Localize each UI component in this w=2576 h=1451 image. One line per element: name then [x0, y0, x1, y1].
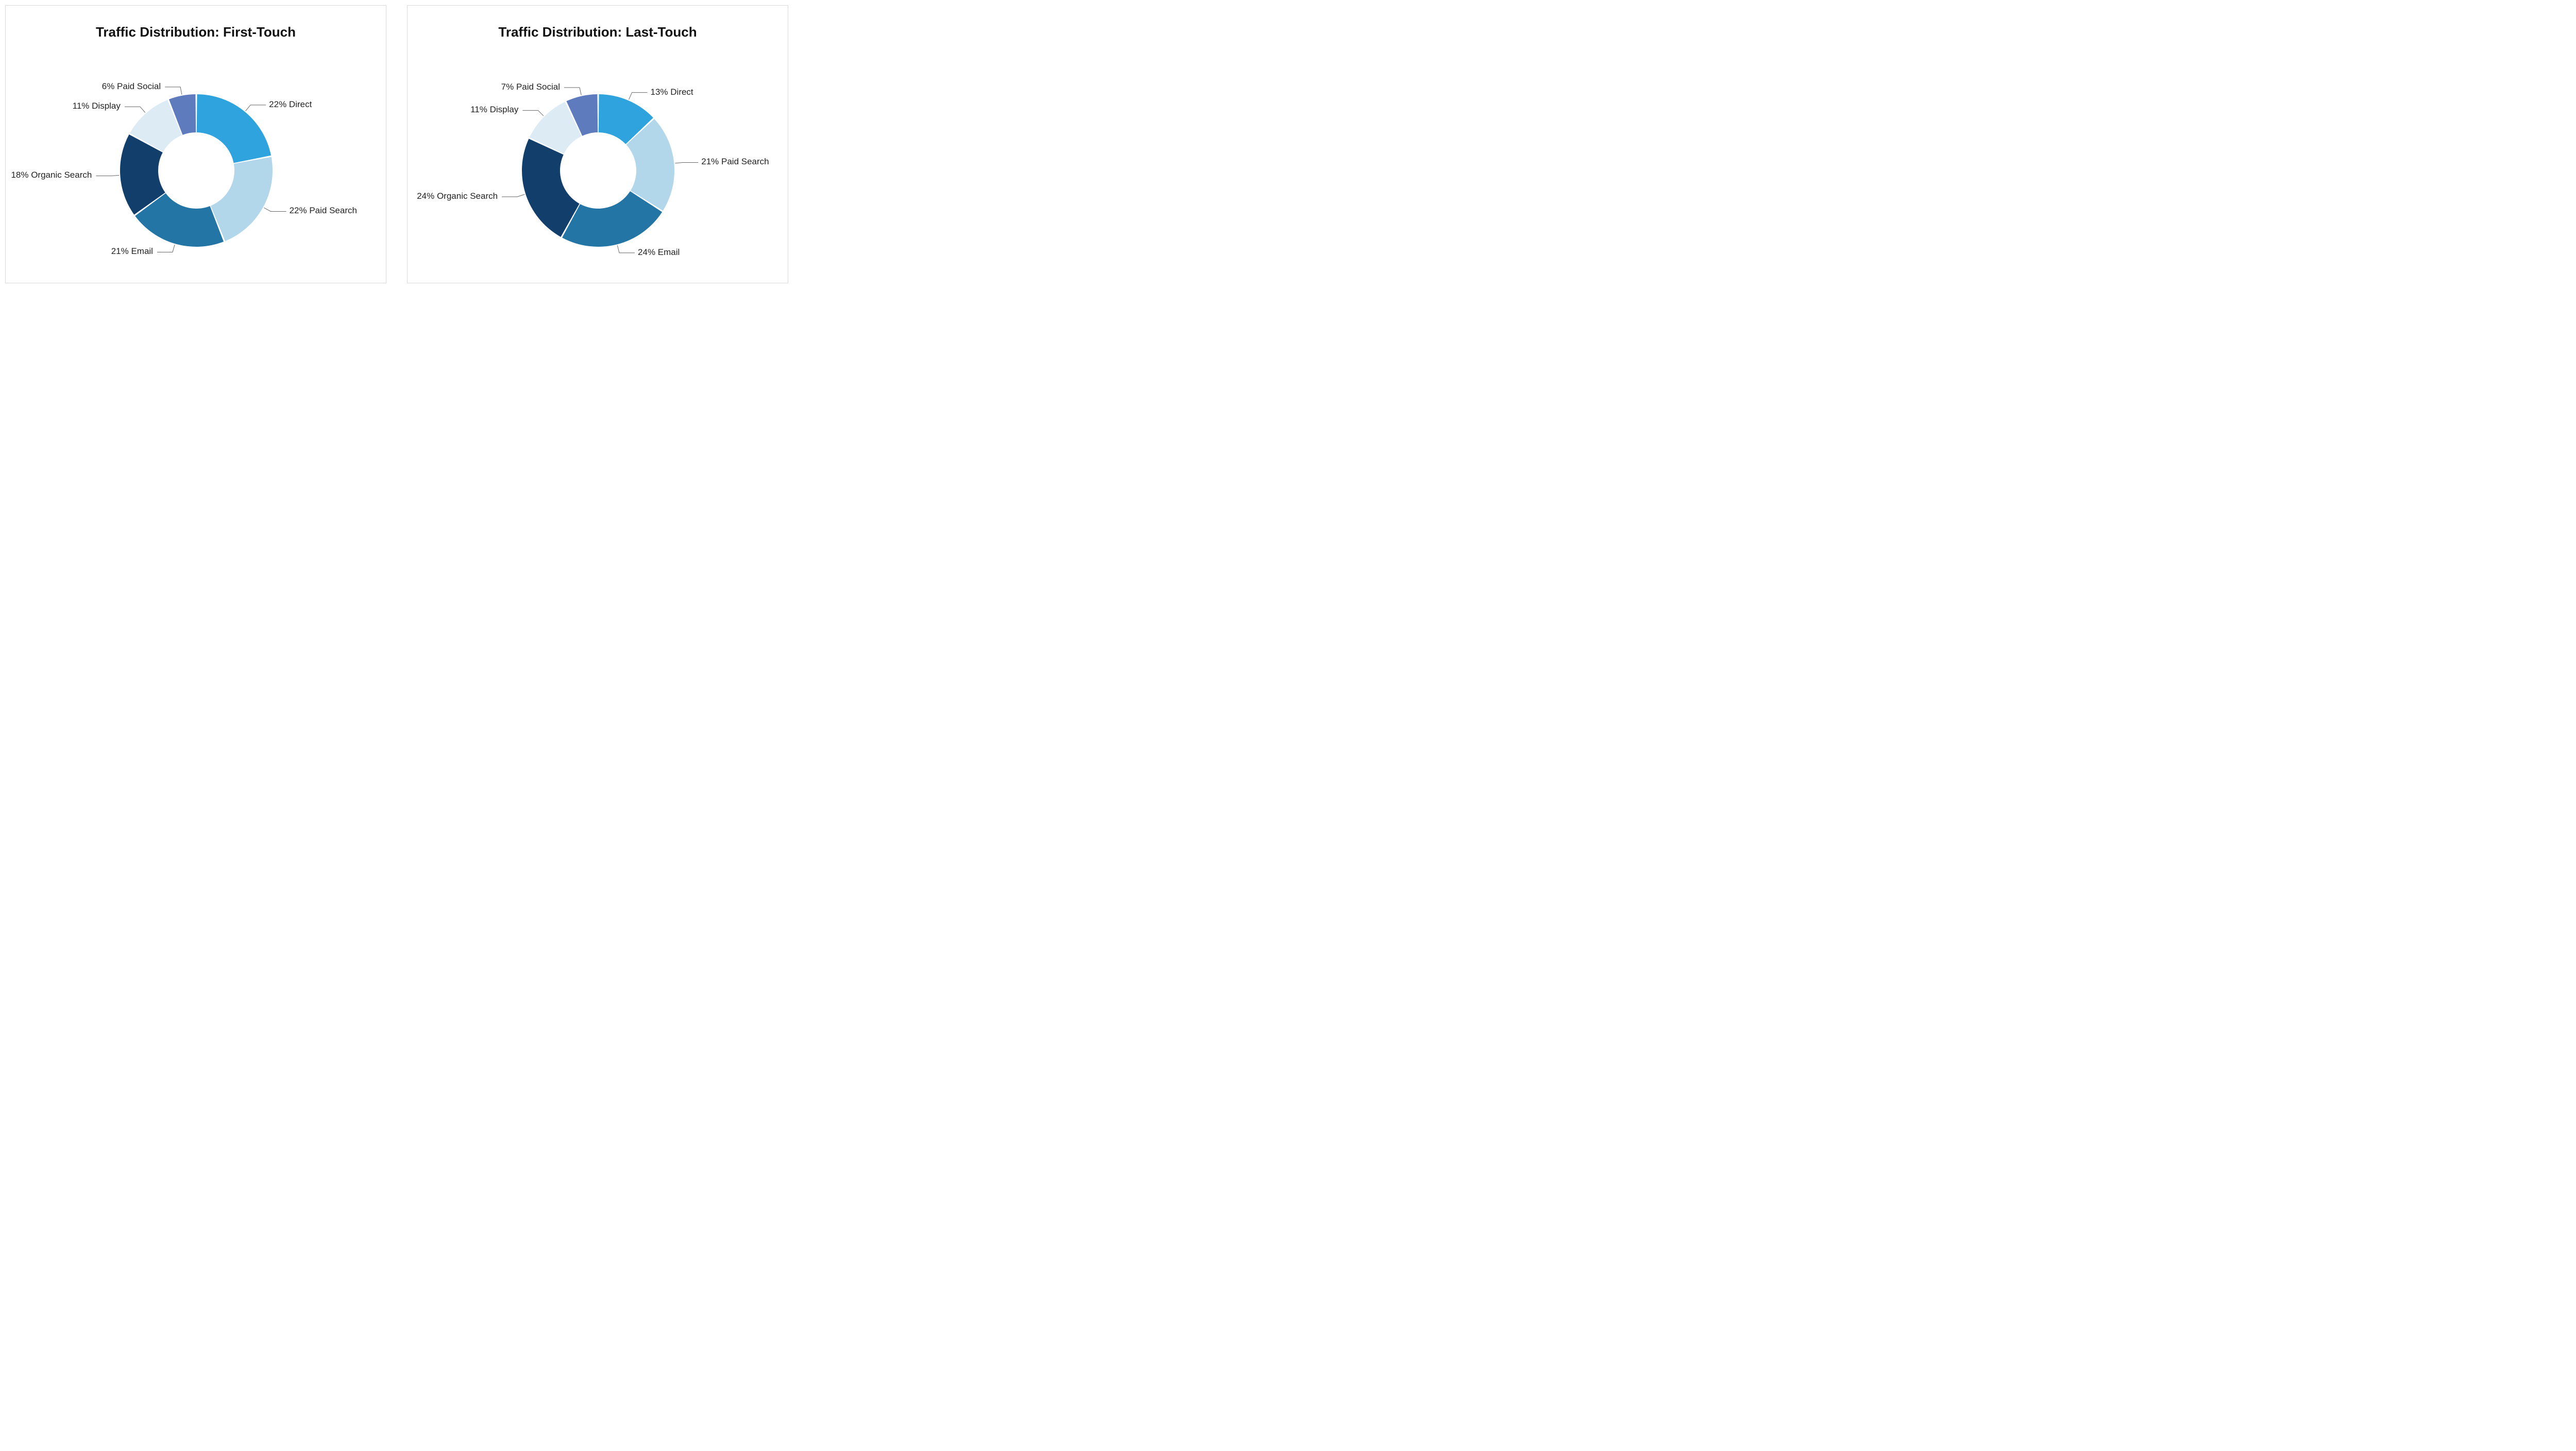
leader-line [264, 208, 286, 211]
leader-line [96, 175, 119, 176]
chart-stage: Traffic Distribution: First-Touch22% Dir… [0, 0, 2576, 288]
leader-line [617, 245, 635, 253]
chart-panel: Traffic Distribution: Last-Touch13% Dire… [407, 5, 788, 283]
leader-line [246, 105, 266, 111]
leader-line [629, 93, 648, 100]
leader-line [165, 87, 182, 95]
chart-panel: Traffic Distribution: First-Touch22% Dir… [5, 5, 386, 283]
leader-line [157, 245, 175, 252]
leader-line [522, 110, 544, 116]
leader-line [502, 194, 524, 197]
donut-slice [197, 94, 271, 163]
donut-chart [6, 6, 387, 284]
donut-chart [408, 6, 789, 284]
leader-line [675, 162, 698, 163]
leader-line [564, 88, 581, 95]
donut-slice [211, 157, 273, 241]
leader-line [125, 107, 145, 112]
